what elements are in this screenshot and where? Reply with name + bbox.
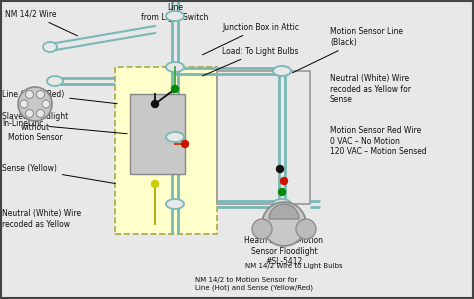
Ellipse shape [47, 76, 63, 86]
Bar [217, 71, 310, 204]
Bar [130, 94, 185, 174]
Circle shape [182, 141, 189, 147]
Text: NM 14/2 to Motion Sensor for
Line (Hot) and Sense (Yellow/Red): NM 14/2 to Motion Sensor for Line (Hot) … [195, 277, 313, 291]
Circle shape [152, 100, 158, 108]
Text: Motion Sensor Red Wire
0 VAC – No Motion
120 VAC – Motion Sensed: Motion Sensor Red Wire 0 VAC – No Motion… [330, 126, 427, 156]
Text: In-LineLinc: In-LineLinc [2, 120, 127, 134]
Circle shape [172, 86, 179, 92]
Circle shape [20, 100, 28, 108]
Text: Motion Sensor Line
(Black): Motion Sensor Line (Black) [292, 27, 403, 73]
Text: NM 14/2 Wire: NM 14/2 Wire [5, 10, 77, 36]
Ellipse shape [166, 199, 184, 209]
Circle shape [26, 109, 34, 118]
Circle shape [252, 219, 272, 239]
Bar [115, 67, 217, 234]
Text: Sense (Yellow): Sense (Yellow) [2, 164, 115, 184]
Text: Load: To Light Bulbs: Load: To Light Bulbs [202, 47, 299, 76]
Text: Line
from Light Switch: Line from Light Switch [141, 3, 209, 22]
Ellipse shape [273, 66, 291, 76]
Wedge shape [269, 204, 299, 219]
Text: NM 14/2 Wire to Light Bulbs: NM 14/2 Wire to Light Bulbs [245, 263, 343, 269]
Text: Junction Box in Attic: Junction Box in Attic [202, 22, 299, 55]
Circle shape [276, 166, 283, 173]
Circle shape [36, 91, 45, 98]
Ellipse shape [166, 62, 184, 72]
Text: Neutral (White) Wire
recoded as Yellow: Neutral (White) Wire recoded as Yellow [2, 209, 81, 229]
Text: Neutral (White) Wire
recoded as Yellow for
Sense: Neutral (White) Wire recoded as Yellow f… [330, 74, 411, 104]
Ellipse shape [166, 11, 184, 21]
Circle shape [296, 219, 316, 239]
Circle shape [18, 87, 52, 121]
Ellipse shape [273, 199, 291, 209]
Circle shape [152, 181, 158, 187]
Text: Slaved Floodlight
without
Motion Sensor: Slaved Floodlight without Motion Sensor [2, 112, 68, 142]
Circle shape [26, 91, 34, 98]
Circle shape [36, 109, 45, 118]
Circle shape [279, 188, 285, 196]
Ellipse shape [166, 132, 184, 142]
Circle shape [42, 100, 50, 108]
Ellipse shape [43, 42, 57, 52]
Text: Heath Zenith Motion
Sensor Floodlight
#SL-5412: Heath Zenith Motion Sensor Floodlight #S… [245, 236, 323, 266]
Text: Line (Black/Red): Line (Black/Red) [2, 89, 117, 104]
Circle shape [281, 178, 288, 184]
Circle shape [262, 202, 306, 246]
